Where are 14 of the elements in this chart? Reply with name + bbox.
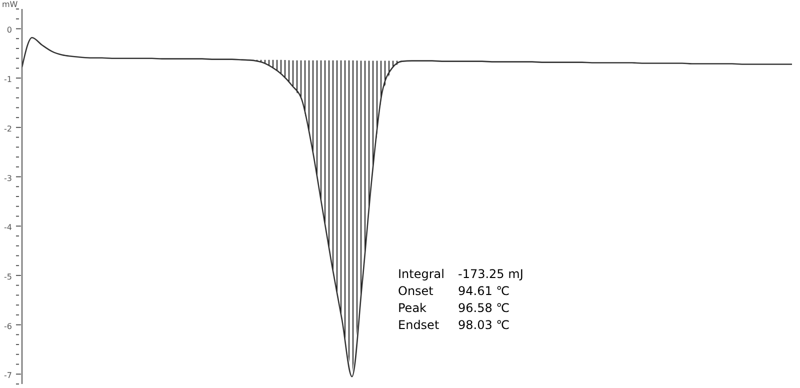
y-tick-label: -6 (4, 322, 12, 331)
text: Peak 96.58 ℃ (398, 301, 510, 315)
line-series (21, 36, 793, 378)
annotation: Integral -173.25 mJ (398, 266, 524, 283)
y-tick-label: -7 (4, 371, 12, 380)
y-tick-label: -1 (4, 75, 12, 84)
y-tick-label: -4 (4, 223, 12, 232)
y-tick-label: -2 (4, 124, 12, 134)
text: Onset 94.61 ℃ (398, 284, 510, 298)
y-tick-label: 0 (6, 26, 12, 35)
y-tick-label: -5 (4, 272, 12, 282)
text: Endset 98.03 ℃ (398, 318, 510, 332)
y-tick-label: -3 (4, 174, 12, 183)
y-axis-title: mW (2, 0, 18, 9)
